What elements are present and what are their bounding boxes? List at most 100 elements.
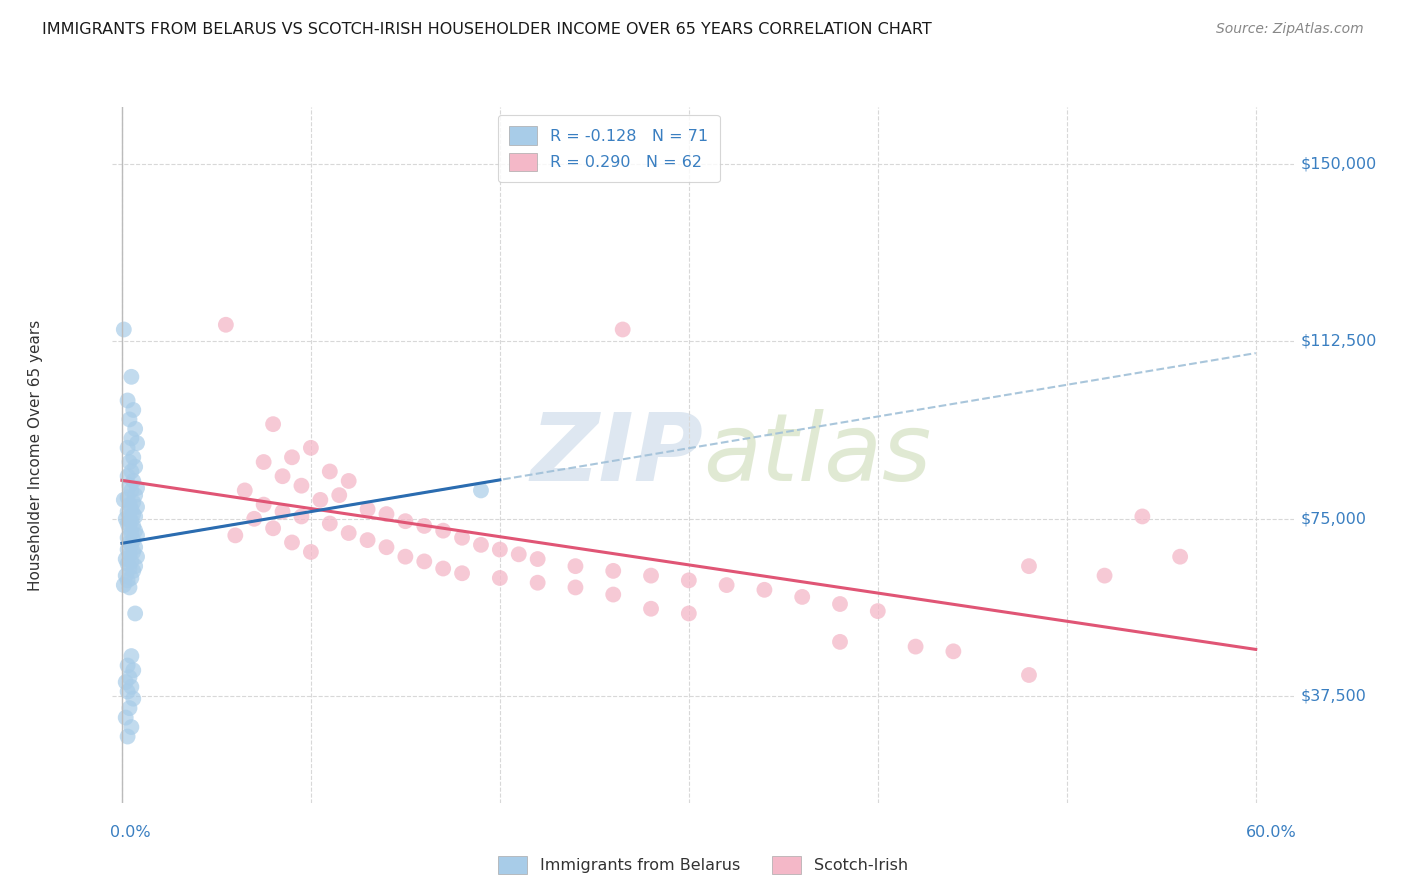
Point (122, 545, 145, 559)
Point (375, 507, 398, 521)
Point (122, 663, 145, 677)
Point (716, 578, 738, 592)
Text: $37,500: $37,500 (1301, 689, 1367, 704)
Point (290, 509, 312, 524)
Point (112, 492, 135, 507)
Point (828, 635, 851, 649)
Text: atlas: atlas (703, 409, 931, 500)
Point (262, 417, 284, 432)
Point (124, 422, 146, 436)
Text: IMMIGRANTS FROM BELARUS VS SCOTCH-IRISH HOUSEHOLDER INCOME OVER 65 YEARS CORRELA: IMMIGRANTS FROM BELARUS VS SCOTCH-IRISH … (42, 22, 932, 37)
Point (299, 441, 322, 455)
Text: 60.0%: 60.0% (1246, 825, 1296, 840)
Point (122, 450, 145, 465)
Point (117, 491, 139, 505)
Point (215, 318, 238, 332)
Point (122, 533, 145, 548)
Point (413, 519, 436, 533)
Point (120, 680, 142, 694)
Point (124, 459, 146, 474)
Point (118, 498, 141, 512)
Text: ZIP: ZIP (530, 409, 703, 501)
Point (262, 521, 284, 535)
Point (489, 542, 512, 557)
Point (120, 465, 142, 479)
Point (508, 547, 530, 561)
Text: Source: ZipAtlas.com: Source: ZipAtlas.com (1216, 22, 1364, 37)
Point (114, 552, 136, 566)
Text: $75,000: $75,000 (1301, 511, 1367, 526)
Point (120, 502, 142, 516)
Point (120, 431, 142, 445)
Point (117, 393, 139, 408)
Point (117, 684, 139, 698)
Point (124, 509, 146, 524)
Point (432, 561, 454, 575)
Point (526, 552, 548, 566)
Point (470, 538, 492, 552)
Text: 0.0%: 0.0% (110, 825, 150, 840)
Point (413, 554, 436, 568)
Point (117, 469, 139, 483)
Point (253, 498, 276, 512)
Point (125, 500, 148, 514)
Point (118, 512, 141, 526)
Point (118, 535, 141, 549)
Point (489, 571, 512, 585)
Point (117, 574, 139, 588)
Point (1130, 509, 1153, 524)
Point (640, 568, 662, 582)
Point (281, 535, 304, 549)
Point (122, 403, 145, 417)
Point (451, 531, 474, 545)
Point (120, 526, 142, 541)
Point (124, 540, 146, 554)
Point (271, 505, 294, 519)
Point (114, 568, 136, 582)
Point (125, 481, 148, 495)
Point (942, 644, 965, 658)
Point (337, 526, 360, 541)
Point (356, 533, 378, 548)
Point (328, 488, 350, 502)
Point (375, 540, 398, 554)
Point (904, 640, 927, 654)
Point (120, 554, 142, 568)
Point (640, 601, 662, 615)
Point (118, 561, 141, 575)
Point (612, 322, 634, 336)
Point (118, 670, 141, 684)
Point (319, 516, 342, 531)
Point (319, 465, 342, 479)
Point (120, 720, 142, 734)
Point (117, 441, 139, 455)
Point (866, 604, 889, 618)
Point (564, 559, 586, 574)
Point (124, 488, 146, 502)
Point (120, 538, 142, 552)
Legend: Immigrants from Belarus, Scotch-Irish: Immigrants from Belarus, Scotch-Irish (486, 845, 920, 885)
Point (117, 505, 139, 519)
Point (337, 474, 360, 488)
Point (122, 519, 145, 533)
Point (564, 581, 586, 595)
Point (125, 436, 148, 450)
Point (602, 564, 624, 578)
Point (233, 483, 256, 498)
Point (118, 478, 141, 492)
Point (432, 524, 454, 538)
Point (1168, 549, 1191, 564)
Point (122, 507, 145, 521)
Point (118, 412, 141, 426)
Point (394, 514, 416, 528)
Point (118, 701, 141, 715)
Point (125, 549, 148, 564)
Point (120, 571, 142, 585)
Point (117, 730, 139, 744)
Point (125, 528, 148, 542)
Text: $150,000: $150,000 (1301, 156, 1376, 171)
Point (124, 524, 146, 538)
Point (124, 559, 146, 574)
Point (470, 483, 492, 498)
Point (120, 514, 142, 528)
